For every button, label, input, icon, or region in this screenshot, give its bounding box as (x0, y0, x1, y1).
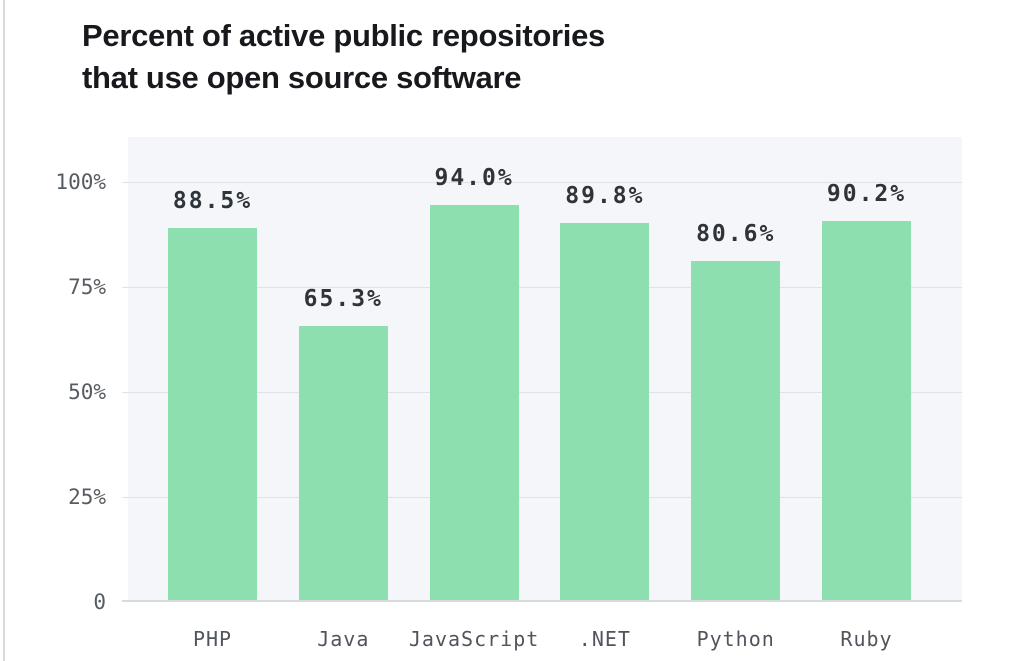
category-label-net: .NET (578, 627, 631, 651)
page-left-border (3, 0, 5, 661)
chart-title-line-2: that use open source software (82, 60, 522, 95)
y-tick-label-75: 75% (68, 275, 106, 299)
chart-title-line-1: Percent of active public repositories (82, 18, 605, 53)
chart-title: Percent of active public repositories tha… (82, 15, 605, 99)
y-tick-label-50: 50% (68, 380, 106, 404)
category-label-python: Python (696, 627, 775, 651)
category-label-javascript: JavaScript (408, 627, 540, 651)
bar-javascript (429, 205, 519, 600)
plot-area: 88.5% 65.3% 94.0% 89.8% 80.6% 90.2% (122, 137, 962, 602)
y-tick-label-0: 0 (93, 590, 106, 614)
value-label-net: 89.8% (565, 182, 645, 209)
value-label-javascript: 94.0% (434, 165, 514, 192)
bar-java (298, 325, 388, 600)
value-label-java: 65.3% (303, 285, 383, 312)
value-label-python: 80.6% (696, 221, 776, 248)
bar-php (168, 228, 257, 600)
value-label-php: 88.5% (172, 188, 253, 215)
bar-ruby (822, 221, 911, 600)
y-tick-label-25: 25% (68, 485, 106, 509)
gridline-50 (122, 391, 962, 393)
gridline-25 (122, 496, 962, 498)
bar-net (560, 222, 650, 600)
category-label-php: PHP (192, 627, 233, 651)
category-label-ruby: Ruby (840, 627, 893, 651)
category-label-java: Java (317, 627, 370, 651)
gridline-75 (122, 286, 962, 288)
x-axis-line (122, 600, 962, 602)
y-tick-label-100: 100% (55, 170, 106, 194)
value-label-ruby: 90.2% (826, 181, 907, 208)
bar-python (691, 261, 781, 600)
gridline-100 (122, 181, 962, 183)
